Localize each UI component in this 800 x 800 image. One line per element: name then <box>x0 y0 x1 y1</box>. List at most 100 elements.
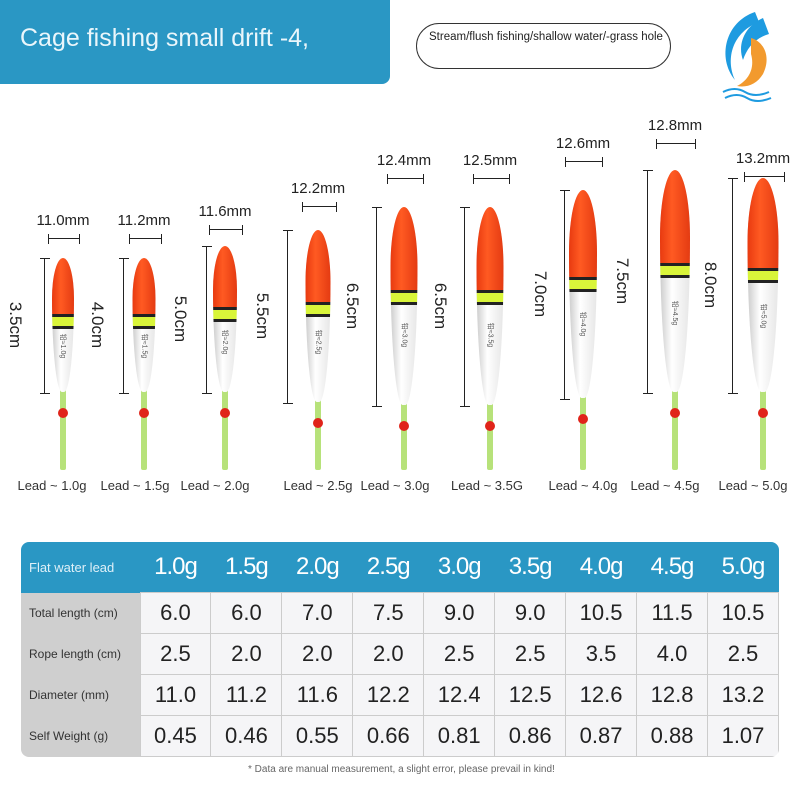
table-cell: 13.2 <box>707 674 779 716</box>
float-mark: 铅≈3.0g <box>400 322 407 347</box>
diameter-bracket <box>209 225 243 235</box>
height-label: 3.5cm <box>6 301 25 349</box>
table-cell: 0.87 <box>565 715 638 757</box>
lead-label: Lead ~ 2.0g <box>180 478 250 493</box>
float-bead <box>313 418 323 428</box>
diameter-label: 12.8mm <box>647 117 703 134</box>
lead-label: Lead ~ 2.5g <box>283 478 353 493</box>
table-cell: 9.0 <box>423 592 496 634</box>
float-mark: 铅≈1.0g <box>59 333 66 359</box>
float-stem <box>580 393 586 470</box>
table-cell: 12.5 <box>494 674 567 716</box>
lead-label: Lead ~ 4.0g <box>548 478 618 493</box>
diameter-bracket <box>48 234 80 244</box>
height-bracket <box>372 207 382 407</box>
table-cell: 9.0 <box>494 592 567 634</box>
table-cell: 12.8 <box>636 674 708 716</box>
column-header: 2.0g <box>281 542 353 593</box>
diameter-bracket <box>656 139 696 149</box>
height-bracket <box>643 170 653 394</box>
table-row: Rope length (cm) 2.5 2.0 2.0 2.0 2.5 2.5 3.5 4.0… <box>21 633 779 675</box>
table-cell: 7.5 <box>352 592 425 634</box>
float: 铅≈4.5g <box>660 170 690 392</box>
table-row: Total length (cm) 6.0 6.0 7.0 7.5 9.0 9.0 10.5 1… <box>21 592 779 634</box>
column-header: 1.0g <box>140 542 211 593</box>
lead-label: Lead ~ 5.0g <box>718 478 788 493</box>
spec-table: Flat water lead 1.0g 1.5g 2.0g 2.5g 3.0g 3.5g 4… <box>21 542 779 757</box>
lead-label: Lead ~ 1.5g <box>100 478 170 493</box>
diameter-bracket <box>301 202 337 212</box>
float-stem <box>760 387 766 470</box>
row-header: Diameter (mm) <box>21 674 140 716</box>
table-row: Diameter (mm) 11.0 11.2 11.6 12.2 12.4 12.5 12.… <box>21 674 779 716</box>
diameter-bracket <box>128 234 162 244</box>
table-cell: 2.0 <box>352 633 425 675</box>
float: 铅≈1.0g <box>52 258 74 392</box>
height-label: 5.5cm <box>253 292 272 340</box>
height-label: 7.0cm <box>531 270 550 318</box>
column-header: 2.5g <box>352 542 424 593</box>
height-label: 6.5cm <box>431 282 450 330</box>
diameter-bracket <box>386 174 424 184</box>
float-bead <box>485 421 495 431</box>
table-cell: 0.55 <box>281 715 354 757</box>
float-bead <box>220 408 230 418</box>
table-cell: 12.4 <box>423 674 496 716</box>
float-bead <box>758 408 768 418</box>
height-bracket <box>40 258 50 394</box>
table-cell: 3.5 <box>565 633 638 675</box>
table-cell: 2.0 <box>281 633 354 675</box>
float-mark: 铅≈4.0g <box>579 311 586 337</box>
table-cell: 11.2 <box>210 674 283 716</box>
fish-logo-icon <box>722 12 772 102</box>
diameter-bracket <box>472 174 510 184</box>
height-bracket <box>728 178 738 394</box>
table-cell: 11.5 <box>636 592 708 634</box>
table-cell: 1.07 <box>707 715 779 757</box>
diameter-label: 13.2mm <box>735 150 791 167</box>
table-cell: 2.5 <box>707 633 779 675</box>
row-header: Rope length (cm) <box>21 633 140 675</box>
height-bracket <box>283 230 293 404</box>
float: 铅≈3.0g <box>390 207 418 405</box>
table-cell: 0.81 <box>423 715 496 757</box>
float-bead <box>58 408 68 418</box>
float-mark: 铅≈5.0g <box>759 303 766 328</box>
column-header: 4.5g <box>636 542 708 593</box>
height-bracket <box>202 246 212 394</box>
float-stem <box>401 400 407 470</box>
table-cell: 6.0 <box>139 592 212 634</box>
column-header: 3.5g <box>494 542 566 593</box>
table-cell: 0.88 <box>636 715 708 757</box>
table-cell: 2.5 <box>139 633 212 675</box>
float-stem <box>222 387 228 470</box>
diameter-label: 12.6mm <box>555 135 611 152</box>
float-mark: 铅≈3.5g <box>486 322 493 347</box>
float-bead <box>399 421 409 431</box>
column-header: 5.0g <box>707 542 779 593</box>
float-mark: 铅≈2.5g <box>314 329 321 354</box>
height-bracket <box>460 207 470 407</box>
float-stem <box>487 400 493 470</box>
lead-label: Lead ~ 3.0g <box>360 478 430 493</box>
title-banner: Cage fishing small drift -4, <box>0 0 390 84</box>
float-mark: 铅≈2.0g <box>221 329 228 354</box>
float: 铅≈2.0g <box>213 246 237 392</box>
usage-badge: Stream/flush fishing/shallow water/-gras… <box>416 23 671 69</box>
float-stem <box>672 387 678 470</box>
table-cell: 4.0 <box>636 633 708 675</box>
column-header: 1.5g <box>210 542 282 593</box>
table-cell: 11.6 <box>281 674 354 716</box>
table-cell: 12.6 <box>565 674 638 716</box>
height-bracket <box>119 258 129 394</box>
table-cell: 6.0 <box>210 592 283 634</box>
float-stem <box>315 397 321 470</box>
diameter-label: 12.2mm <box>290 180 346 197</box>
table-cell: 2.0 <box>210 633 283 675</box>
table-cell: 7.0 <box>281 592 354 634</box>
diameter-label: 12.4mm <box>376 152 432 169</box>
disclaimer-note: * Data are manual measurement, a slight … <box>248 764 555 775</box>
height-label: 5.0cm <box>171 295 190 343</box>
height-label: 6.5cm <box>343 282 362 330</box>
row-header: Self Weight (g) <box>21 715 140 757</box>
